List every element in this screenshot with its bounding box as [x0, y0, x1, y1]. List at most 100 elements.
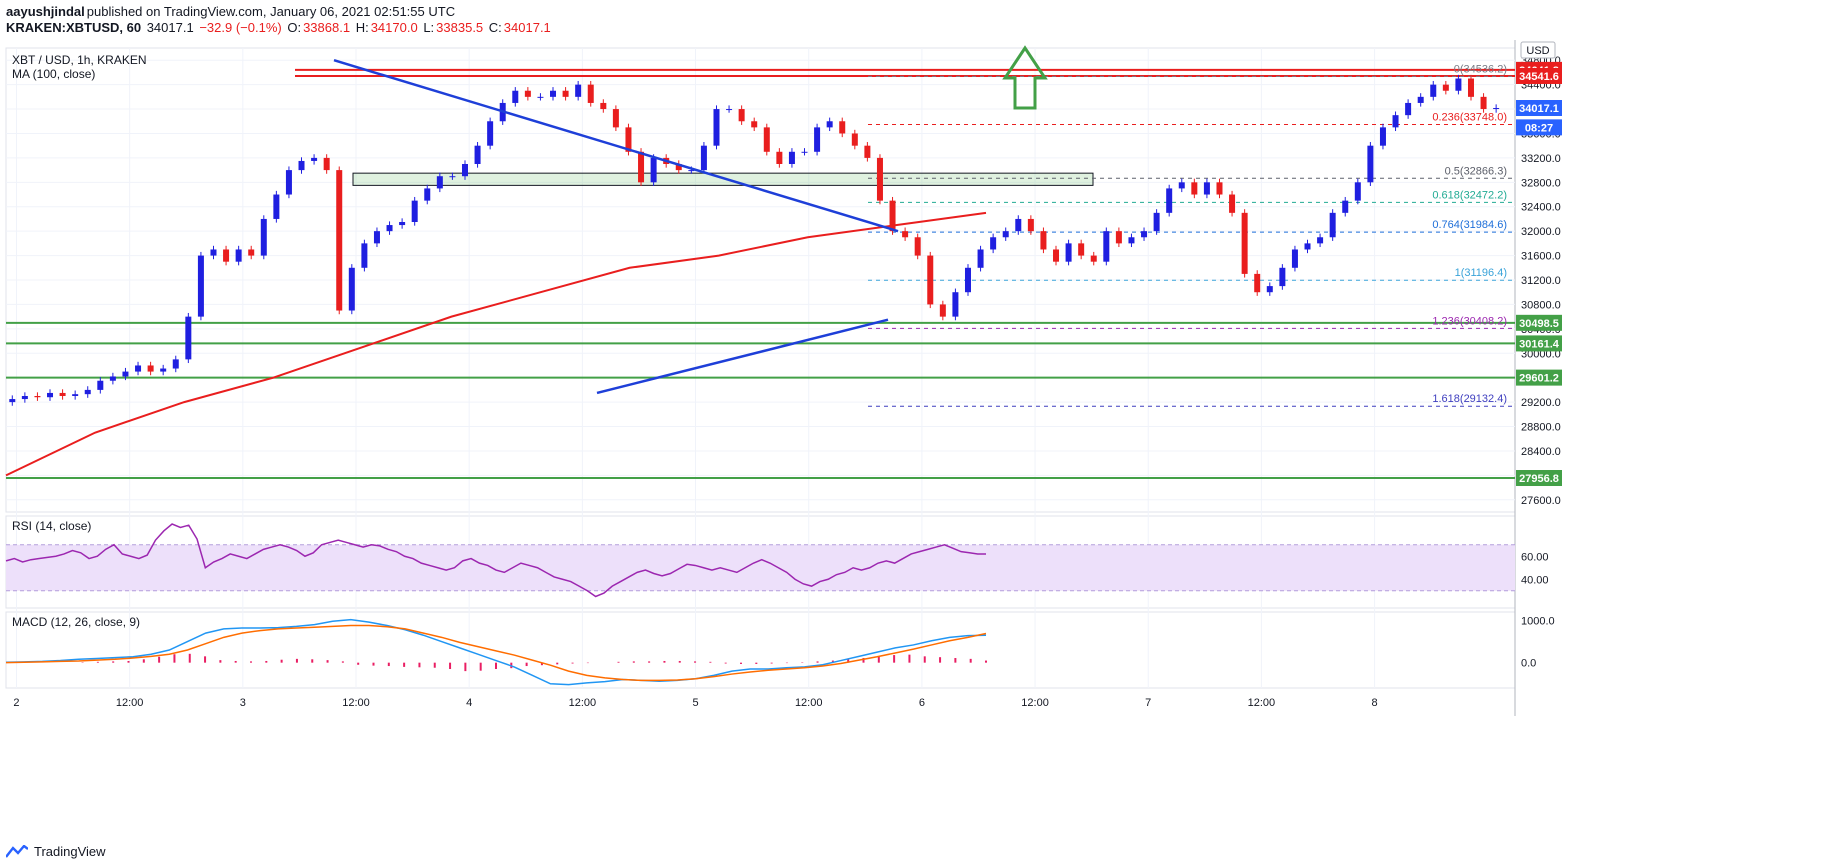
candle-up — [1317, 237, 1324, 244]
candle-up — [72, 394, 79, 396]
candle-down — [1229, 194, 1236, 213]
fib-label: 1(31196.4) — [1455, 267, 1507, 279]
candle-up — [1203, 182, 1210, 195]
candle-down — [1467, 78, 1474, 97]
candle-up — [160, 368, 167, 372]
candle-up — [512, 90, 519, 103]
candle-down — [600, 102, 607, 110]
ma-legend: MA (100, close) — [12, 67, 95, 81]
candle-down — [223, 249, 230, 262]
macd-label: MACD (12, 26, close, 9) — [12, 615, 140, 629]
candle-up — [373, 231, 380, 244]
time-tick-label: 12:00 — [116, 697, 144, 709]
publish-text: published on TradingView.com, January 06… — [86, 4, 456, 19]
candle-down — [336, 170, 343, 311]
author-name[interactable]: aayushjindal — [6, 4, 85, 19]
candle-up — [1103, 231, 1110, 262]
candle-up — [952, 292, 959, 317]
price-tag — [1516, 67, 1562, 84]
last-price: 34017.1 — [146, 20, 194, 35]
candle-up — [1279, 267, 1286, 287]
price-tag — [1516, 369, 1562, 386]
candle-up — [260, 218, 267, 256]
candle-up — [84, 389, 91, 395]
candle-up — [1128, 237, 1135, 244]
candle-down — [1216, 182, 1223, 195]
candle-up — [575, 84, 582, 97]
candle-up — [172, 359, 179, 369]
time-tick-label: 12:00 — [569, 697, 597, 709]
candle-down — [914, 237, 921, 256]
signal-line — [5, 624, 987, 682]
macd-tick-label: 0.0 — [1521, 658, 1536, 670]
time-tick-label: 6 — [919, 697, 925, 709]
candle-down — [1078, 243, 1085, 256]
open-label: O: — [287, 20, 302, 35]
candle-down — [738, 109, 745, 122]
candle-up — [826, 121, 833, 128]
candle-up — [1291, 249, 1298, 268]
candle-down — [851, 133, 858, 146]
candle-up — [1455, 78, 1462, 91]
ohlc-row: KRAKEN:XBTUSD, 60 34017.1 −32.9 (−0.1%) … — [6, 20, 1824, 36]
rsi-label: RSI (14, close) — [12, 519, 91, 533]
time-tick-label: 12:00 — [795, 697, 823, 709]
candle-up — [411, 200, 418, 222]
candle-up — [122, 371, 129, 377]
candle-down — [587, 84, 594, 103]
time-tick-label: 3 — [240, 697, 246, 709]
chart-canvas[interactable]: 27600.028000.028400.028800.029200.029600… — [0, 40, 1828, 840]
candle-up — [1178, 182, 1185, 189]
price-tick-label: 27600.0 — [1521, 495, 1561, 507]
rsi-line — [5, 523, 986, 598]
candle-up — [1405, 102, 1412, 116]
candle-up — [424, 188, 431, 201]
candle-down — [1027, 218, 1034, 232]
candle-up — [135, 365, 142, 372]
fib-label: 0.618(32472.2) — [1432, 189, 1507, 201]
price-tag — [1516, 470, 1562, 487]
candle-up — [688, 170, 695, 172]
price-tag-label: 27956.8 — [1519, 473, 1559, 485]
ma-100-line — [5, 211, 987, 477]
candle-up — [273, 194, 280, 219]
price-tag-label: 30498.5 — [1519, 318, 1559, 330]
high-label: H: — [355, 20, 369, 35]
footer-brand-label: TradingView — [34, 844, 106, 859]
candle-up — [361, 243, 368, 268]
macd-tick-label: 1000.0 — [1521, 615, 1555, 627]
low-label: L: — [423, 20, 435, 35]
candle-up — [788, 151, 795, 164]
candle-down — [864, 145, 871, 158]
fib-label: 1.236(30408.2) — [1432, 315, 1507, 327]
candle-up — [1015, 218, 1022, 232]
candle-up — [298, 160, 305, 171]
close-value: 34017.1 — [503, 20, 551, 35]
candle-down — [323, 157, 330, 171]
candle-up — [9, 399, 16, 403]
currency-box — [1520, 41, 1556, 59]
candle-down — [248, 249, 255, 256]
candle-down — [625, 127, 632, 152]
candle-up — [47, 392, 54, 398]
candle-down — [776, 151, 783, 164]
candle-down — [1090, 255, 1097, 262]
footer-brand[interactable]: TradingView — [6, 844, 106, 859]
candle-down — [1115, 231, 1122, 244]
price-tick-label: 32400.0 — [1521, 202, 1561, 214]
candle-up — [1065, 243, 1072, 262]
price-tag — [1516, 100, 1562, 117]
fib-label: 1.618(29132.4) — [1432, 393, 1507, 405]
candle-up — [1329, 212, 1336, 238]
price-tag-label: 34541.6 — [1519, 71, 1559, 83]
candle-down — [1480, 96, 1487, 110]
time-tick-label: 12:00 — [1248, 697, 1276, 709]
candle-down — [1442, 84, 1449, 91]
candle-up — [1304, 243, 1311, 250]
candle-up — [348, 267, 355, 311]
price-tag — [1516, 335, 1562, 352]
candle-up — [977, 249, 984, 268]
chart-title: XBT / USD, 1h, KRAKEN — [12, 53, 147, 67]
candle-down — [675, 164, 682, 171]
price-tick-label: 33200.0 — [1521, 153, 1561, 165]
